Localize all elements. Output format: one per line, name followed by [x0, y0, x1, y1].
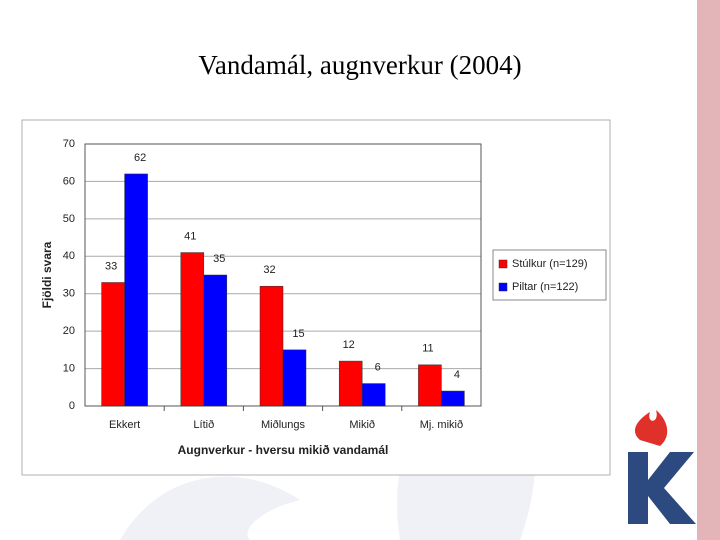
chart-title: Vandamál, augnverkur (2004)	[198, 50, 521, 80]
bar	[203, 274, 228, 407]
legend-label: Piltar (n=122)	[512, 281, 578, 293]
x-tick-label: Ekkert	[109, 419, 140, 431]
x-tick-label: Lítið	[193, 419, 214, 431]
bar	[282, 349, 307, 407]
bar	[124, 173, 148, 407]
y-tick-label: 70	[63, 138, 75, 150]
x-axis-title: Augnverkur - hversu mikið vandamál	[178, 443, 389, 457]
legend-label: Stúlkur (n=129)	[512, 258, 588, 270]
x-tick-label: Miðlungs	[261, 419, 306, 431]
x-tick-label: Mj. mikið	[420, 419, 463, 431]
bar	[101, 282, 125, 407]
data-label: 11	[422, 343, 433, 355]
data-label: 12	[343, 339, 355, 351]
data-label: 6	[375, 361, 381, 373]
y-tick-label: 10	[63, 362, 75, 374]
bar	[361, 383, 386, 407]
bar	[338, 360, 363, 407]
bar	[418, 364, 442, 407]
y-tick-label: 20	[63, 325, 75, 337]
legend-box	[492, 249, 607, 301]
y-tick-label: 40	[63, 250, 75, 262]
side-stripe	[697, 0, 720, 540]
legend-swatch	[498, 282, 508, 292]
data-label: 35	[213, 253, 225, 265]
data-label: 4	[454, 369, 460, 381]
y-tick-label: 30	[63, 288, 75, 300]
data-label: 32	[263, 264, 275, 276]
data-label: 15	[292, 328, 304, 340]
data-label: 41	[184, 230, 196, 242]
y-tick-label: 60	[63, 175, 75, 187]
data-label: 62	[134, 152, 146, 164]
y-axis-title: Fjöldi svara	[40, 241, 54, 308]
logo	[628, 410, 696, 524]
x-tick-label: Mikið	[349, 419, 375, 431]
bar	[259, 285, 284, 407]
y-tick-label: 50	[63, 213, 75, 225]
data-label: 33	[105, 260, 117, 272]
y-tick-label: 0	[69, 400, 75, 412]
bar	[180, 252, 205, 407]
legend-swatch	[498, 259, 508, 269]
bar	[441, 390, 465, 407]
